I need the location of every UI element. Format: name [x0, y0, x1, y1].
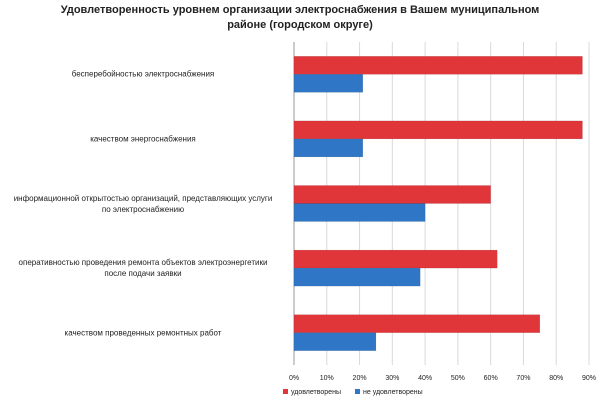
bar	[293, 120, 583, 140]
bar	[293, 138, 364, 158]
x-tick-label: 0%	[289, 375, 299, 382]
x-tick-label: 80%	[549, 375, 563, 382]
x-tick-label: 60%	[484, 375, 498, 382]
x-tick-label: 70%	[516, 375, 530, 382]
x-tick-label: 50%	[451, 375, 465, 382]
x-tick-label: 10%	[320, 375, 334, 382]
bar	[293, 203, 426, 222]
bar	[293, 56, 583, 75]
bar	[293, 267, 421, 287]
x-tick-label: 90%	[582, 375, 596, 382]
y-tick-label: качеством энергоснабжения	[90, 134, 196, 144]
legend-swatch	[283, 389, 288, 394]
legend-swatch	[354, 389, 360, 394]
x-tick-label: 40%	[418, 375, 432, 382]
bar	[293, 185, 491, 204]
bar	[293, 332, 377, 351]
y-tick-label: оперативностью проведения ремонта объект…	[18, 258, 268, 279]
bar	[293, 249, 498, 269]
x-tick-label: 30%	[385, 375, 399, 382]
chart-title: Удовлетворенность уровнем организации эл…	[60, 4, 540, 31]
y-tick-label: информационной открытостью организаций, …	[13, 193, 273, 214]
legend-label: удовлетворены	[291, 389, 341, 396]
bar	[293, 314, 541, 333]
y-tick-label: бесперебойностью электроснабжения	[71, 69, 215, 79]
bar	[293, 74, 364, 93]
x-tick-label: 20%	[353, 375, 367, 382]
legend-label: не удовлетворены	[363, 389, 423, 396]
y-tick-label: качеством проведенных ремонтных работ	[64, 328, 222, 338]
